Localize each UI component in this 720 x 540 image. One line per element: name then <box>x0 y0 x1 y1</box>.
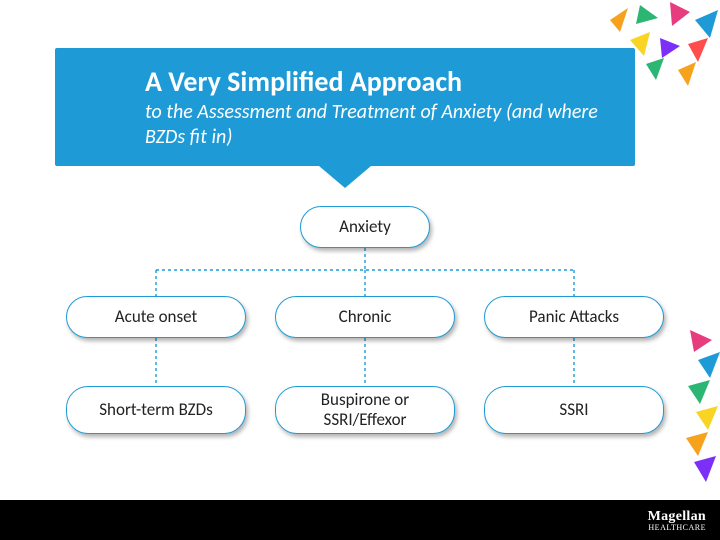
node-root: Anxiety <box>300 206 430 248</box>
footer-logo-text: Magellan <box>648 509 706 524</box>
title-block: A Very Simplified Approach to the Assess… <box>55 48 635 166</box>
node-row1-1: Chronic <box>275 296 455 338</box>
title-main: A Very Simplified Approach <box>145 66 607 98</box>
node-row2-0: Short-term BZDs <box>66 386 246 434</box>
flowchart-tree: Anxiety Acute onset Chronic Panic Attacks Sh… <box>0 206 720 456</box>
footer-bar: Magellan HEALTHCARE <box>0 500 720 540</box>
footer-logo: Magellan HEALTHCARE <box>648 509 706 532</box>
node-row1-2: Panic Attacks <box>484 296 664 338</box>
node-row2-1: Buspirone or SSRI/Effexor <box>275 386 455 434</box>
title-pointer-icon <box>319 166 371 188</box>
node-row2-2: SSRI <box>484 386 664 434</box>
slide: A Very Simplified Approach to the Assess… <box>0 0 720 540</box>
node-row1-0: Acute onset <box>66 296 246 338</box>
footer-logo-sub: HEALTHCARE <box>648 523 706 532</box>
title-sub: to the Assessment and Treatment of Anxie… <box>145 100 607 150</box>
